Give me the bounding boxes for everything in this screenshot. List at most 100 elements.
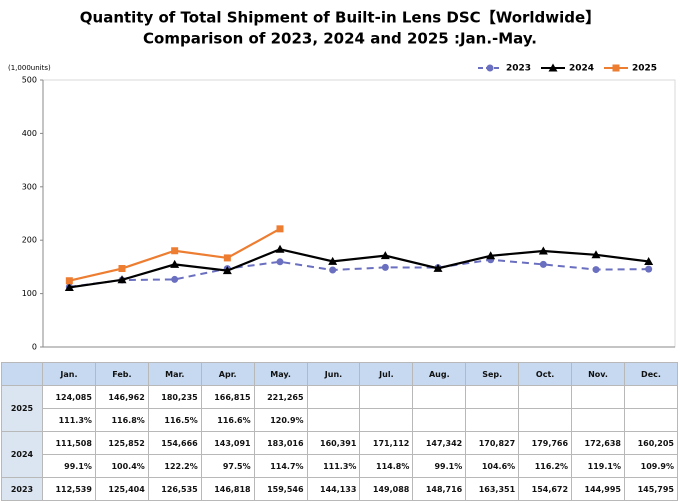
table-cell: 125,404 xyxy=(94,477,149,501)
table-cell: 112,539 xyxy=(42,477,96,501)
table-cell: Nov. xyxy=(571,362,625,386)
table-cell: 114.8% xyxy=(359,454,414,478)
table-cell: 163,351 xyxy=(465,477,520,501)
table-cell xyxy=(465,385,520,409)
table-cell: 97.5% xyxy=(200,454,255,478)
table-cell: Feb. xyxy=(94,362,149,386)
marker xyxy=(276,225,284,233)
marker xyxy=(612,64,620,72)
table-cell: 144,133 xyxy=(306,477,361,501)
series-line xyxy=(69,248,649,289)
series-line xyxy=(69,258,649,288)
marker xyxy=(276,258,284,266)
marker xyxy=(118,265,126,273)
table-cell: 99.1% xyxy=(42,454,96,478)
table-cell xyxy=(306,408,361,432)
table-cell: 2024 xyxy=(1,431,43,478)
table-cell: 172,638 xyxy=(571,431,625,455)
chart: Quantity of Total Shipment of Built-in L… xyxy=(8,9,676,352)
marker xyxy=(65,277,73,285)
table-cell: 154,666 xyxy=(147,431,202,455)
table-cell: Jul. xyxy=(359,362,414,386)
table-cell: May. xyxy=(253,362,308,386)
table-cell: 116.8% xyxy=(94,408,149,432)
marker xyxy=(222,266,232,275)
table-cell: 160,205 xyxy=(623,431,679,455)
table-cell: 170,827 xyxy=(465,431,520,455)
legend-label: 2023 xyxy=(506,64,531,74)
table-row: 2025 124,085 146,962 180,235 166,815 221,265 xyxy=(1,385,679,432)
marker xyxy=(64,282,74,291)
table-row: 111.3% 116.8% 116.5% 116.6% 120.9% xyxy=(2,408,679,432)
table-cell: 116.2% xyxy=(518,454,573,478)
table-cell: 122.2% xyxy=(147,454,202,478)
marker xyxy=(117,275,127,284)
y-tick-label: 300 xyxy=(22,182,37,191)
table-cell xyxy=(518,385,573,409)
table-cell: Dec. xyxy=(623,362,679,386)
table-cell: 100.4% xyxy=(94,454,149,478)
table-cell: 111,508 xyxy=(42,431,96,455)
table-cell: 2023 xyxy=(1,477,43,501)
table-cell: 154,672 xyxy=(518,477,573,501)
table-cell xyxy=(412,385,467,409)
marker xyxy=(538,246,548,255)
table-cell xyxy=(359,385,414,409)
table-cell: 159,546 xyxy=(253,477,308,501)
table-cell: 120.9% xyxy=(253,408,308,432)
table-cell xyxy=(518,408,573,432)
data-table: Jan. Feb. Mar. Apr. May. Jun. Jul. Aug. Sep. Oct.… xyxy=(1,362,679,501)
table-cell: Sep. xyxy=(465,362,520,386)
table-cell: 111.3% xyxy=(306,454,361,478)
y-tick-label: 0 xyxy=(32,343,37,352)
table-cell: 126,535 xyxy=(147,477,202,501)
table-cell xyxy=(571,385,625,409)
table-cell: 124,085 xyxy=(42,385,96,409)
marker xyxy=(486,64,494,72)
marker xyxy=(171,275,179,283)
table-cell: 147,342 xyxy=(412,431,467,455)
legend-label: 2025 xyxy=(632,64,657,74)
legend-label: 2024 xyxy=(569,64,594,74)
table-row: 2023 112,539 125,404 126,535 146,818 159,546 1… xyxy=(1,477,679,501)
marker xyxy=(486,251,496,260)
table-row: 99.1% 100.4% 122.2% 97.5% 114.7% 111.3% 114.8%… xyxy=(2,454,679,478)
table-cell: 99.1% xyxy=(412,454,467,478)
table-cell xyxy=(623,385,679,409)
marker xyxy=(433,263,443,272)
table-cell: Oct. xyxy=(518,362,573,386)
table-cell: Jun. xyxy=(306,362,361,386)
chart-subtitle: Comparison of 2023, 2024 and 2025 :Jan.-… xyxy=(143,30,537,48)
table-cell: Apr. xyxy=(200,362,255,386)
marker xyxy=(380,251,390,260)
chart-title: Quantity of Total Shipment of Built-in L… xyxy=(80,9,600,27)
table-cell: 180,235 xyxy=(147,385,202,409)
marker xyxy=(548,63,558,72)
table-cell: 148,716 xyxy=(412,477,467,501)
table-cell: Mar. xyxy=(147,362,202,386)
table-cell: 125,852 xyxy=(94,431,149,455)
table-cell xyxy=(306,385,361,409)
marker xyxy=(592,266,600,274)
table-cell: 119.1% xyxy=(571,454,625,478)
marker xyxy=(644,256,654,265)
plot-frame xyxy=(42,79,676,348)
marker xyxy=(223,254,231,262)
table-cell: Aug. xyxy=(412,362,467,386)
table-cell: 116.6% xyxy=(200,408,255,432)
table-cell xyxy=(465,408,520,432)
marker xyxy=(329,266,337,274)
marker xyxy=(275,244,285,253)
table-cell xyxy=(359,408,414,432)
table-cell: 144,995 xyxy=(571,477,625,501)
table-cell: 104.6% xyxy=(465,454,520,478)
table-cell xyxy=(571,408,625,432)
y-tick-label: 200 xyxy=(22,236,37,245)
table-cell: 143,091 xyxy=(200,431,255,455)
y-tick-label: 400 xyxy=(22,129,37,138)
y-tick-label: 500 xyxy=(22,76,37,85)
marker xyxy=(171,247,179,255)
table-cell: 111.3% xyxy=(42,408,96,432)
table-cell: 160,391 xyxy=(306,431,361,455)
